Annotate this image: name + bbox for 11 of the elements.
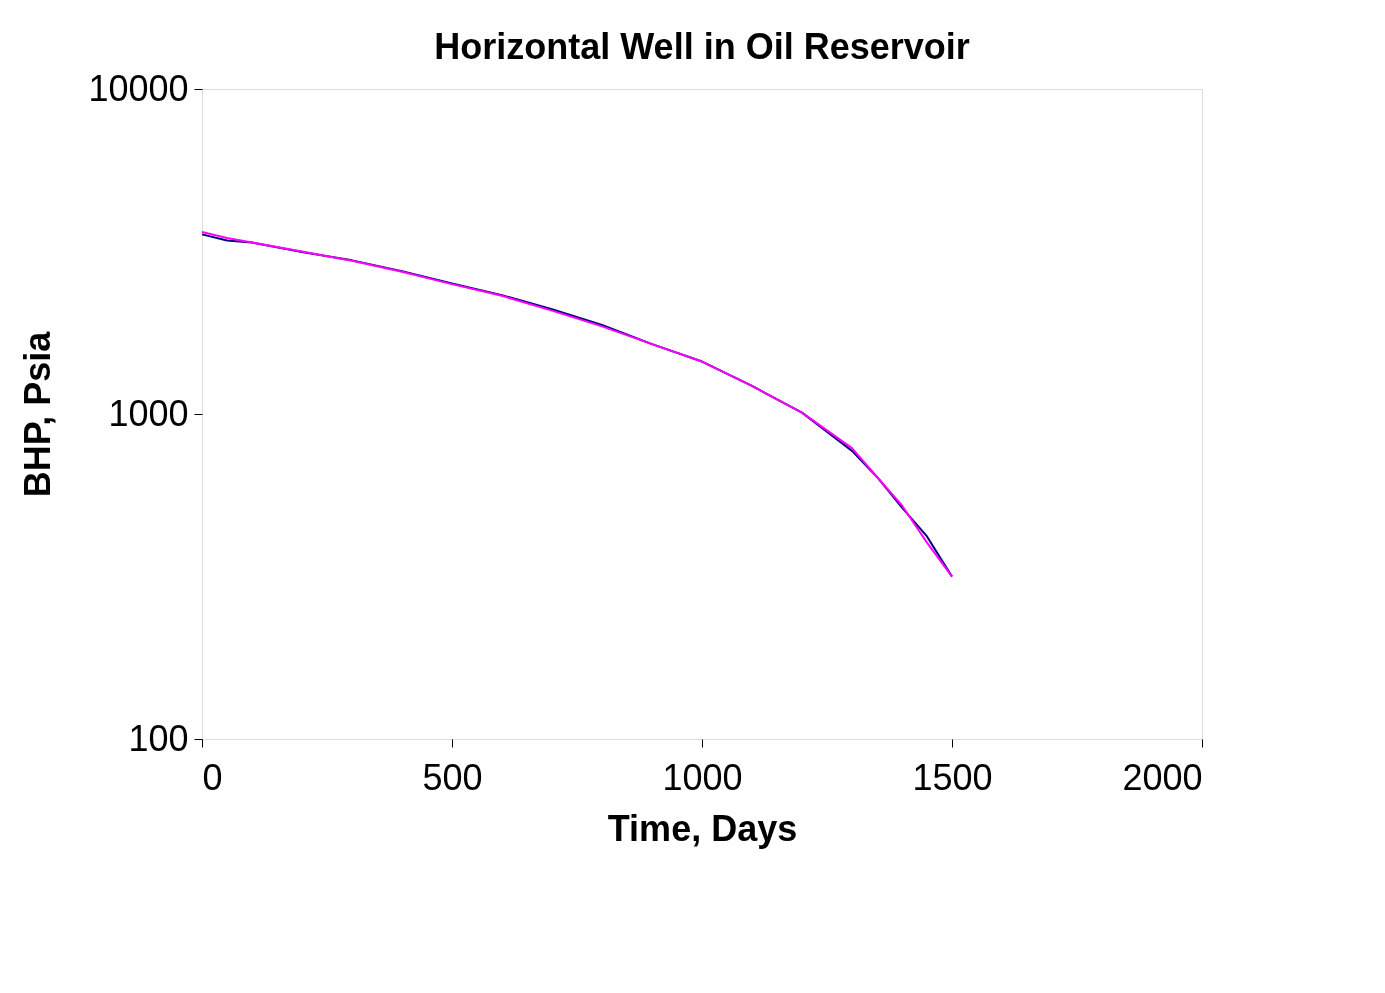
- x-tick-label: 0: [202, 756, 223, 798]
- x-tick-label: 1500: [912, 756, 993, 798]
- chart-title: Horizontal Well in Oil Reservoir: [434, 26, 970, 67]
- y-axis-title: BHP, Psia: [17, 330, 59, 498]
- y-tick-label: 1000: [108, 392, 189, 434]
- x-tick-label: 500: [422, 756, 483, 798]
- x-tick-label: 2000: [1122, 756, 1203, 798]
- y-tick-label: 10000: [88, 67, 189, 109]
- x-tick-label: 1000: [662, 756, 743, 798]
- y-tick-label: 100: [128, 717, 189, 759]
- x-axis-title: Time, Days: [607, 807, 798, 849]
